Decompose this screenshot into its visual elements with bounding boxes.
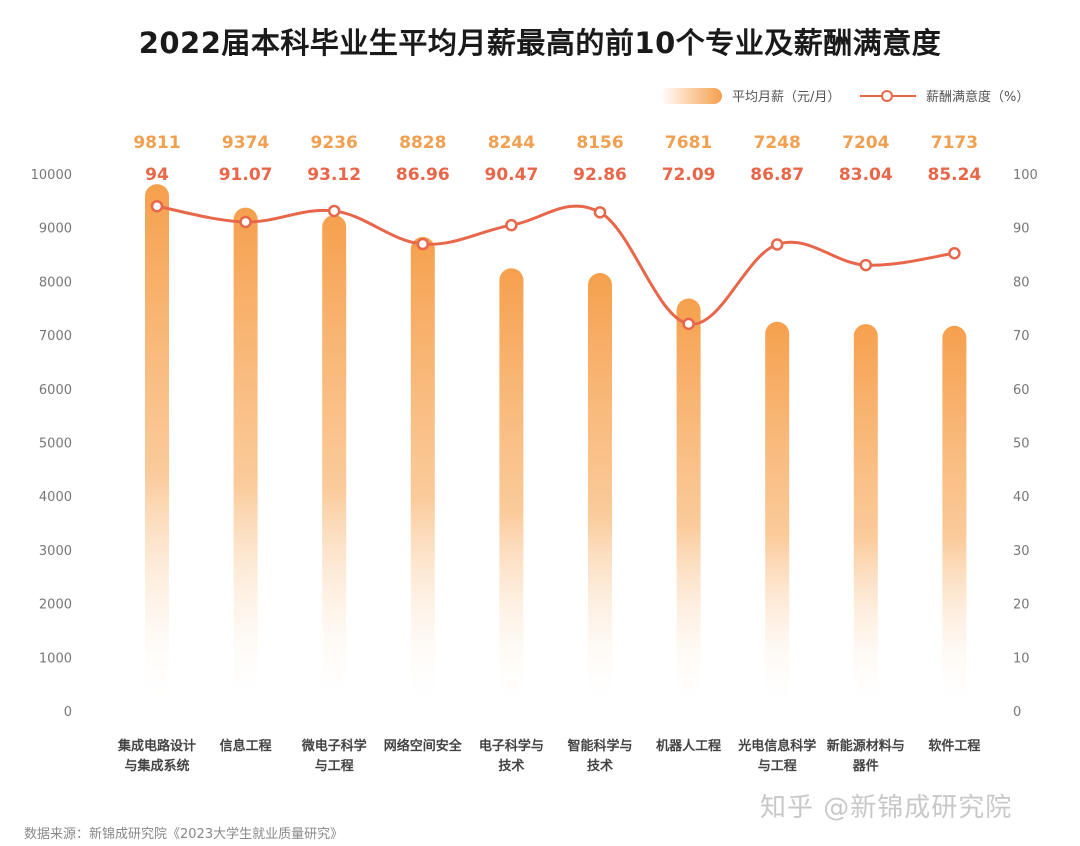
category-label: 技术 xyxy=(587,758,613,774)
salary-value-label: 7204 xyxy=(842,133,889,153)
salary-value-label: 9811 xyxy=(133,133,180,153)
satisfaction-point xyxy=(682,317,695,331)
category-label: 网络空间安全 xyxy=(384,738,463,754)
y-left-tick-label: 8000 xyxy=(39,275,72,290)
salary-value-label: 9374 xyxy=(222,133,269,153)
salary-bar xyxy=(942,325,967,711)
y-right-tick-label: 70 xyxy=(1013,329,1030,344)
y-left-tick-label: 9000 xyxy=(39,222,72,237)
legend-bar-swatch xyxy=(660,87,722,104)
salary-value-label: 7248 xyxy=(754,133,801,153)
y-left-tick-label: 4000 xyxy=(39,490,72,505)
salary-bar xyxy=(588,273,612,711)
satisfaction-point xyxy=(770,238,784,251)
legend-item-salary: 平均月薪（元/月） xyxy=(660,86,840,105)
y-left-tick-label: 10000 xyxy=(31,168,72,183)
salary-value-label: 7681 xyxy=(665,133,712,153)
satisfaction-value-label: 85.24 xyxy=(928,165,982,185)
salary-value-label: 8244 xyxy=(488,133,535,153)
legend-item-satisfaction: 薪酬满意度（%） xyxy=(860,86,1029,105)
satisfaction-point xyxy=(327,204,341,218)
y-left-tick-label: 0 xyxy=(64,705,72,720)
y-right-tick-label: 10 xyxy=(1013,651,1030,666)
category-label: 智能科学与 xyxy=(567,738,632,754)
satisfaction-value-label: 91.07 xyxy=(219,165,273,185)
salary-bar xyxy=(853,324,878,711)
y-right-tick-label: 0 xyxy=(1013,705,1021,720)
category-label: 与集成系统 xyxy=(124,758,189,774)
category-label: 与工程 xyxy=(758,759,797,774)
satisfaction-point xyxy=(416,237,430,251)
satisfaction-value-label: 94 xyxy=(145,165,169,185)
salary-value-label: 8828 xyxy=(399,133,446,153)
y-left-tick-label: 2000 xyxy=(39,598,72,613)
satisfaction-point xyxy=(150,199,164,213)
salary-bar xyxy=(322,215,347,711)
legend-label-satisfaction: 薪酬满意度（%） xyxy=(926,90,1030,105)
y-right-tick-label: 20 xyxy=(1013,598,1030,613)
category-label: 与工程 xyxy=(315,759,354,774)
category-label: 信息工程 xyxy=(220,738,272,754)
salary-bar xyxy=(145,184,169,712)
y-right-tick-label: 60 xyxy=(1013,383,1030,398)
satisfaction-line xyxy=(155,204,956,326)
satisfaction-point xyxy=(239,215,252,229)
chart-title: 2022届本科毕业生平均月薪最高的前10个专业及薪酬满意度 xyxy=(138,26,942,60)
data-source-note: 数据来源：新锦成研究院《2023大学生就业质量研究》 xyxy=(24,827,344,842)
satisfaction-point xyxy=(505,218,518,232)
category-label: 器件 xyxy=(852,758,879,774)
salary-bar xyxy=(765,321,790,711)
y-left-tick-label: 7000 xyxy=(39,329,72,344)
satisfaction-value-label: 93.12 xyxy=(307,165,361,185)
legend-line-swatch xyxy=(860,88,916,104)
y-right-tick-label: 90 xyxy=(1013,222,1030,237)
salary-bar xyxy=(676,298,701,711)
watermark: 知乎 @新锦成研究院 xyxy=(760,793,1013,823)
category-label: 集成电路设计 xyxy=(117,738,196,754)
y-left-tick-label: 1000 xyxy=(39,651,72,666)
y-left-tick-label: 6000 xyxy=(39,383,72,398)
y-right-tick-label: 80 xyxy=(1013,275,1030,290)
category-label: 技术 xyxy=(498,758,524,774)
satisfaction-value-label: 86.96 xyxy=(396,165,450,185)
y-left-tick-label: 3000 xyxy=(39,544,72,559)
salary-bar xyxy=(499,268,524,711)
satisfaction-value-label: 72.09 xyxy=(662,165,716,185)
satisfaction-point xyxy=(593,206,607,219)
satisfaction-point xyxy=(859,258,873,272)
satisfaction-value-label: 92.86 xyxy=(573,165,627,185)
y-right-tick-label: 50 xyxy=(1013,437,1030,452)
salary-bar xyxy=(233,207,258,711)
legend-label-salary: 平均月薪（元/月） xyxy=(732,90,841,105)
satisfaction-value-label: 90.47 xyxy=(485,165,539,185)
y-right-tick-label: 30 xyxy=(1013,544,1030,559)
satisfaction-point xyxy=(948,247,961,260)
category-label: 光电信息科学 xyxy=(737,738,816,754)
category-label: 新能源材料与 xyxy=(827,738,905,754)
satisfaction-value-label: 83.04 xyxy=(839,165,893,185)
salary-value-label: 7173 xyxy=(931,133,978,153)
category-label: 电子科学与 xyxy=(479,738,544,754)
salary-value-label: 9236 xyxy=(311,133,358,153)
salary-bar xyxy=(410,236,435,711)
y-left-tick-label: 5000 xyxy=(39,437,72,452)
salary-value-label: 8156 xyxy=(576,133,623,153)
category-label: 软件工程 xyxy=(928,738,980,754)
satisfaction-value-label: 86.87 xyxy=(750,165,804,185)
category-label: 微电子科学 xyxy=(301,738,367,754)
y-right-tick-label: 100 xyxy=(1013,168,1038,183)
category-label: 机器人工程 xyxy=(656,738,721,754)
y-right-tick-label: 40 xyxy=(1013,490,1030,505)
